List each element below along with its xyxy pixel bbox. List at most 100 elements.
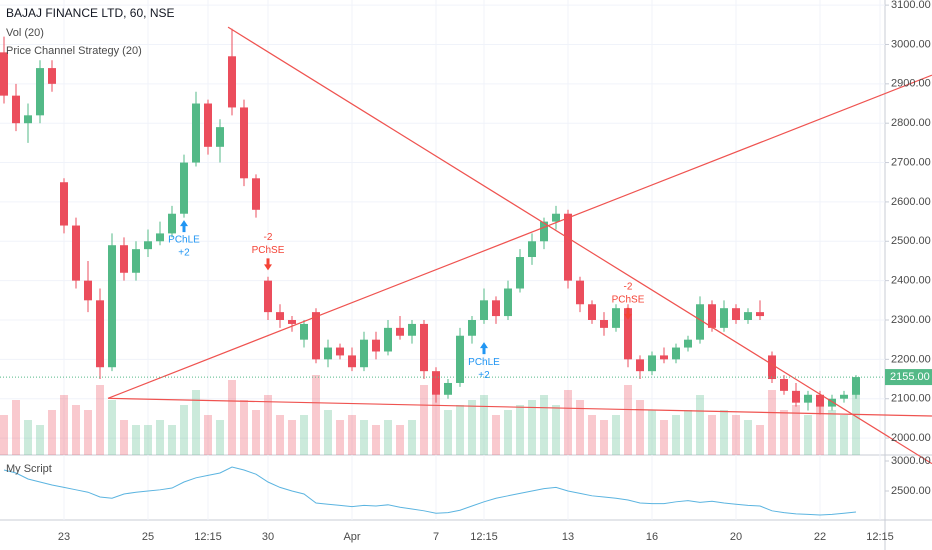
volume-bar xyxy=(720,410,728,455)
volume-bar xyxy=(12,400,20,455)
candle-body xyxy=(576,280,584,305)
y-tick-label: 2600.00 xyxy=(891,196,931,208)
candle-body xyxy=(384,327,392,352)
candle-body xyxy=(672,347,680,360)
candle-body xyxy=(228,56,236,108)
indicator-label: Price Channel Strategy (20) xyxy=(6,45,142,57)
candle-body xyxy=(444,382,452,395)
last-price-label: 2155.00 xyxy=(890,371,930,383)
plot: PChLE +2 -2 PChSE PChLE +2 -2 PChSE xyxy=(0,26,932,516)
x-tick-label: 20 xyxy=(730,531,742,543)
candle-body xyxy=(60,182,68,226)
candle-body xyxy=(132,249,140,273)
candle-body xyxy=(636,359,644,372)
candle-body xyxy=(192,103,200,163)
candle-body xyxy=(264,280,272,313)
volume-bar xyxy=(24,420,32,455)
volume-bar xyxy=(852,380,860,455)
y-tick-label: 3000.00 xyxy=(891,38,931,50)
volume-bar xyxy=(612,415,620,455)
volume-bar xyxy=(516,405,524,455)
volume-bar xyxy=(408,420,416,455)
volume-bar xyxy=(216,420,224,455)
volume-bar xyxy=(36,425,44,455)
volume-bar xyxy=(732,415,740,455)
volume-bar xyxy=(444,410,452,455)
volume-bar xyxy=(348,415,356,455)
y-tick-label: 2300.00 xyxy=(891,314,931,326)
candle-body xyxy=(396,327,404,336)
signal-arrow xyxy=(624,307,632,320)
candle-body xyxy=(24,115,32,124)
candle-body xyxy=(564,213,572,281)
volume-bar xyxy=(252,410,260,455)
candle-body xyxy=(156,233,164,242)
indicator-line xyxy=(3,466,857,516)
candle-body xyxy=(528,241,536,258)
x-tick-label: 30 xyxy=(262,531,274,543)
volume-bar xyxy=(552,405,560,455)
candle-body xyxy=(684,339,692,348)
volume-bar xyxy=(264,395,272,455)
signal-label: PChSE xyxy=(612,295,645,306)
volume-bar xyxy=(576,400,584,455)
volume-bar xyxy=(180,405,188,455)
volume-bar xyxy=(156,420,164,455)
x-tick-label: 16 xyxy=(646,531,658,543)
candle-body xyxy=(144,241,152,250)
volume-bar xyxy=(120,420,128,455)
volume-bar xyxy=(168,425,176,455)
volume-bar xyxy=(324,410,332,455)
y-tick-label: 2100.00 xyxy=(891,393,931,405)
volume-bar xyxy=(0,415,8,455)
volume-bar xyxy=(384,420,392,455)
signal-qty: +2 xyxy=(478,370,490,381)
volume-bar xyxy=(756,425,764,455)
candle-body xyxy=(792,390,800,403)
candle-body xyxy=(780,379,788,391)
candle-body xyxy=(216,127,224,147)
candle-body xyxy=(12,95,20,124)
candle-body xyxy=(648,355,656,372)
volume-bar xyxy=(132,425,140,455)
candle-body xyxy=(492,300,500,317)
candle-body xyxy=(588,304,596,320)
candle-body xyxy=(624,308,632,360)
y-tick-label: 3000.00 xyxy=(891,455,931,467)
grid xyxy=(0,0,885,520)
candle-body xyxy=(696,304,704,340)
candle-body xyxy=(600,319,608,328)
volume-bar xyxy=(84,410,92,455)
candle-body xyxy=(756,312,764,317)
volume-bar xyxy=(828,410,836,455)
signal-label: PChLE xyxy=(468,357,500,368)
volume-bar xyxy=(48,410,56,455)
candle-body xyxy=(816,394,824,407)
signal-arrow xyxy=(264,258,272,271)
candle-body xyxy=(432,371,440,395)
y-tick-label: 2000.00 xyxy=(891,432,931,444)
volume-bar xyxy=(96,385,104,455)
volume-bar xyxy=(684,410,692,455)
volume-bar xyxy=(492,415,500,455)
candle-body xyxy=(108,245,116,368)
volume-bar xyxy=(372,425,380,455)
volume-bar xyxy=(588,415,596,455)
candle-body xyxy=(480,300,488,320)
volume-bar xyxy=(192,390,200,455)
volume-bar xyxy=(228,380,236,455)
candle-body xyxy=(324,347,332,360)
x-tick-label: 13 xyxy=(562,531,574,543)
candle-body xyxy=(36,68,44,116)
candle-body xyxy=(348,355,356,368)
volume-bar xyxy=(840,415,848,455)
volume-bar xyxy=(456,405,464,455)
volume-bar xyxy=(144,425,152,455)
candle-body xyxy=(468,319,476,336)
candle-body xyxy=(804,394,812,403)
y-tick-label: 3100.00 xyxy=(891,0,931,11)
volume-bar xyxy=(540,395,548,455)
y-tick-label: 2500.00 xyxy=(891,235,931,247)
candle-body xyxy=(420,323,428,372)
candle-body xyxy=(540,221,548,242)
